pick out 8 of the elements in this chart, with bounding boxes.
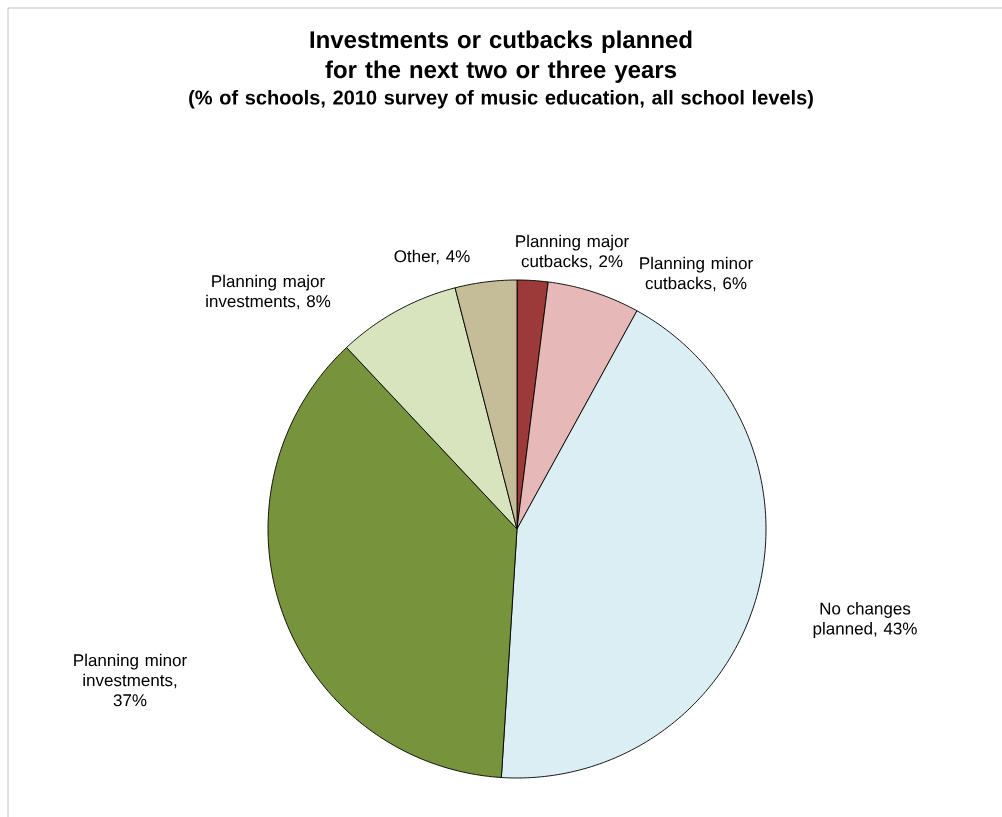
slice-label: No changes planned, 43% — [813, 602, 917, 638]
slice-label: Planning minor cutbacks, 6% — [640, 256, 753, 292]
slice-label: Planning major investments, 8% — [206, 274, 331, 310]
chart-subtitle: (% of schools, 2010 survey of music education, all school levels) — [189, 89, 813, 109]
slice-label: Planning major cutbacks, 2% — [516, 234, 629, 270]
slice-label: Planning minor investments, 37% — [74, 653, 187, 707]
chart-title: Investments or cutbacks planned for the next two or three years — [310, 30, 692, 83]
slice-label: Other, 4% — [394, 249, 470, 265]
